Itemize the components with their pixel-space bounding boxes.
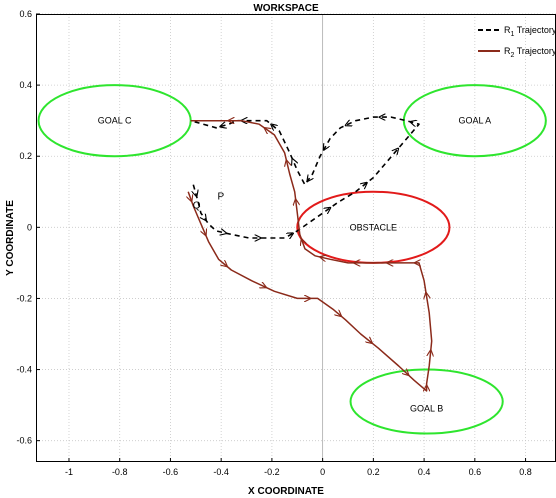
y-tick-label: -0.6 [16, 436, 32, 446]
legend-label-r1: R1 Trajectory [504, 25, 556, 38]
x-tick-label: 0.4 [418, 467, 431, 477]
x-tick-label: 0.6 [469, 467, 482, 477]
r1-trajectory-arrow [324, 147, 325, 148]
plot-frame [36, 14, 556, 462]
y-tick-label: -0.4 [16, 365, 32, 375]
r1-trajectory-arrow [293, 160, 294, 161]
start-point-p: P [217, 192, 224, 203]
r2-trajectory-arrow [339, 314, 340, 315]
chart-title: WORKSPACE [253, 3, 319, 14]
y-tick-label: 0.2 [19, 151, 32, 161]
trajectories [188, 117, 432, 391]
start-point-q: Q [193, 201, 201, 212]
legend-label-r2: R2 Trajectory [504, 46, 556, 59]
x-tick-label: -0.2 [264, 467, 280, 477]
r1-trajectory-line [190, 116, 420, 239]
goal-a-label: GOAL A [458, 116, 491, 126]
goal-c-label: GOAL C [98, 116, 132, 126]
y-tick-label: -0.2 [16, 293, 32, 303]
x-tick-label: -1 [65, 467, 73, 477]
r2-trajectory-arrow [266, 129, 267, 130]
r1-trajectory-arrow [347, 124, 348, 125]
y-tick-label: 0 [27, 222, 32, 232]
r2-trajectory-arrow [205, 233, 206, 234]
r2-trajectory-line [187, 119, 433, 392]
y-tick-label: 0.4 [19, 80, 32, 90]
goal-b-label: GOAL B [410, 404, 443, 414]
r1-trajectory-arrow [272, 125, 273, 126]
y-tick-label: 0.6 [19, 9, 32, 19]
x-tick-label: -0.4 [213, 467, 229, 477]
r1-trajectory-arrow [308, 179, 309, 180]
x-tick-label: -0.6 [163, 467, 179, 477]
grid [36, 13, 556, 462]
r2-trajectory-arrow [225, 265, 226, 266]
legend: R1 Trajectory R2 Trajectory [478, 25, 556, 59]
goal-b-region [349, 368, 504, 435]
x-tick-label: 0.2 [367, 467, 380, 477]
x-tick-label: -0.8 [112, 467, 128, 477]
x-tick-label: 0.8 [519, 467, 532, 477]
r1-trajectory-arrow [291, 234, 292, 235]
axes: -1 -0.8 -0.6 -0.4 -0.2 0 0.2 0.4 0.6 0.8 0.6 0.4 0.2… [16, 9, 531, 477]
regions [37, 84, 547, 435]
r1-trajectory-arrow [205, 218, 206, 219]
x-axis-title: X COORDINATE [248, 486, 324, 497]
y-axis-title: Y COORDINATE [5, 200, 16, 276]
obstacle-label: OBSTACLE [350, 222, 397, 232]
annotations: GOAL C GOAL A OBSTACLE GOAL B P Q [98, 116, 491, 414]
x-tick-label: 0 [320, 467, 325, 477]
